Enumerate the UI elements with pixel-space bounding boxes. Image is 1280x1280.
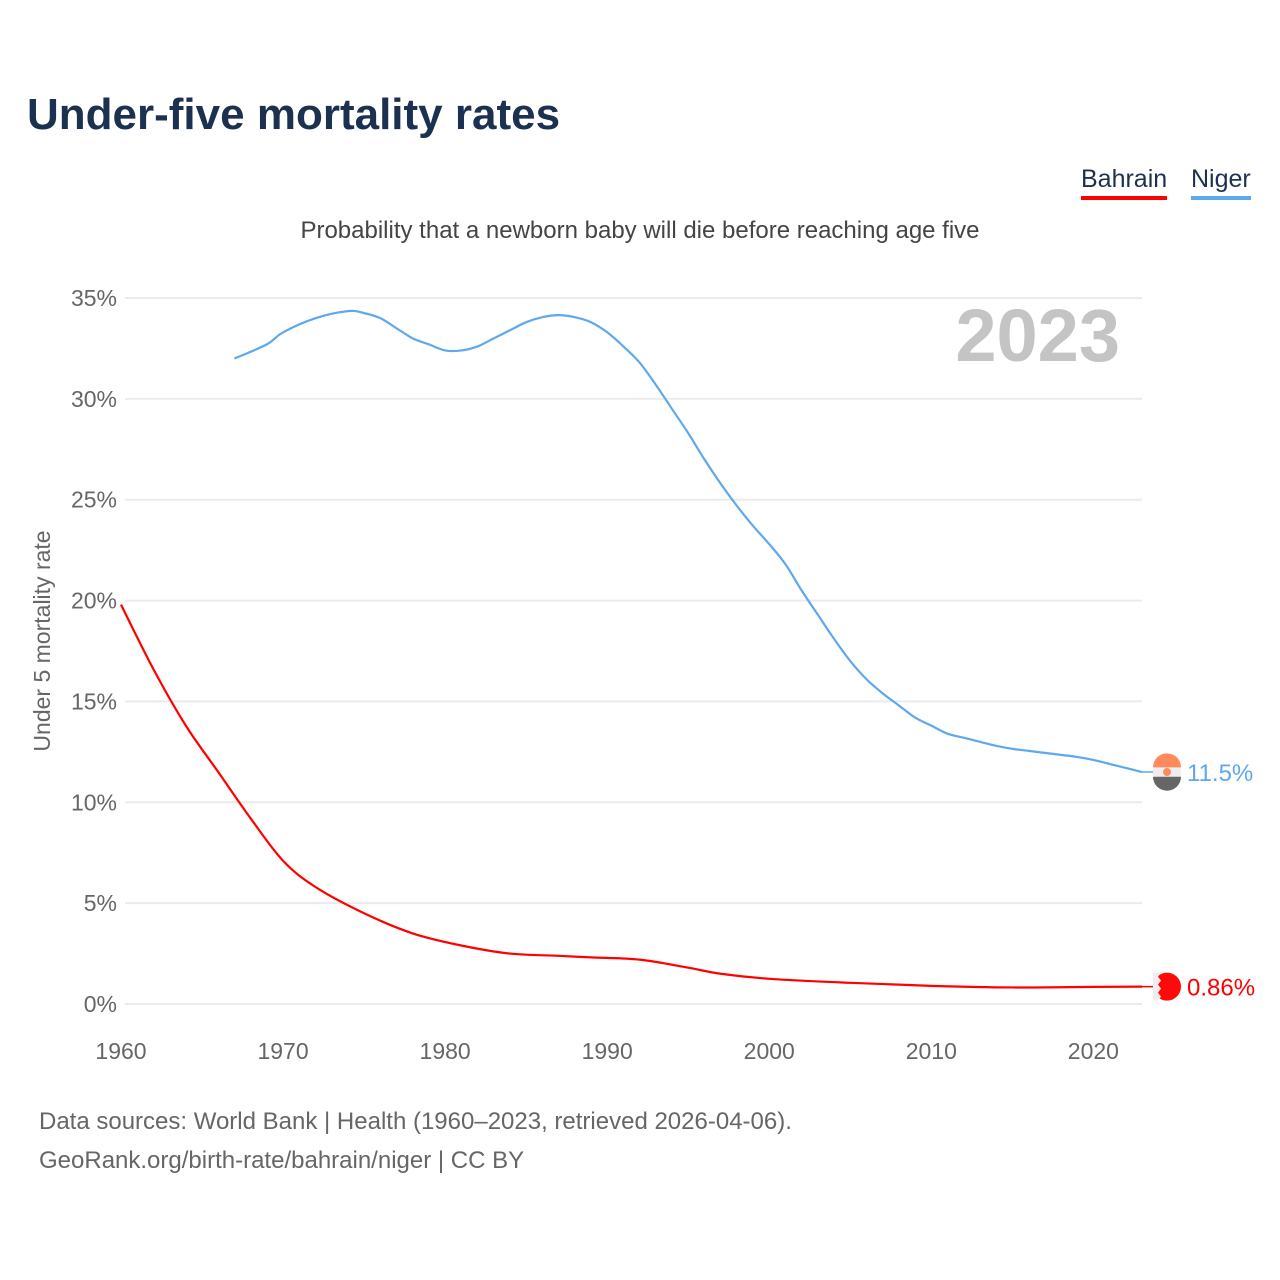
end-value-label-bahrain: 0.86% [1187,975,1255,1002]
y-tick-label: 5% [84,890,117,916]
y-tick-label: 0% [84,991,117,1017]
chart-title: Under-five mortality rates [27,90,561,139]
x-tick-label: 1990 [582,1038,633,1064]
x-tick-label: 2010 [906,1038,957,1064]
x-tick-label: 2020 [1068,1038,1119,1064]
chart-subtitle: Probability that a newborn baby will die… [300,217,980,244]
y-tick-label: 30% [71,386,117,412]
x-tick-label: 1960 [95,1038,146,1064]
y-tick-label: 25% [71,487,117,513]
x-tick-label: 1980 [420,1038,471,1064]
y-tick-label: 15% [71,688,117,714]
footer-link[interactable]: GeoRank.org/birth-rate/bahrain/niger | C… [39,1147,525,1174]
legend-niger[interactable]: Niger [1191,165,1251,200]
y-tick-label: 20% [71,588,117,614]
footer-sources: Data sources: World Bank | Health (1960–… [39,1108,792,1135]
bahrain-flag-white [1153,972,1161,1001]
year-label: 2023 [955,294,1120,377]
series-line-bahrain [120,604,1143,989]
niger-flag-gray [1153,776,1181,791]
series-line-niger [234,309,1143,774]
x-tick-label: 2000 [744,1038,795,1064]
legend-bahrain[interactable]: Bahrain [1081,165,1168,200]
niger-flag-orange [1153,753,1181,768]
y-axis-label: Under 5 mortality rate [29,530,55,751]
y-tick-label: 10% [71,789,117,815]
x-tick-label: 1970 [257,1038,308,1064]
y-tick-label: 35% [71,285,117,311]
niger-flag-sun [1163,768,1171,777]
end-value-label-niger: 11.5% [1187,760,1253,787]
